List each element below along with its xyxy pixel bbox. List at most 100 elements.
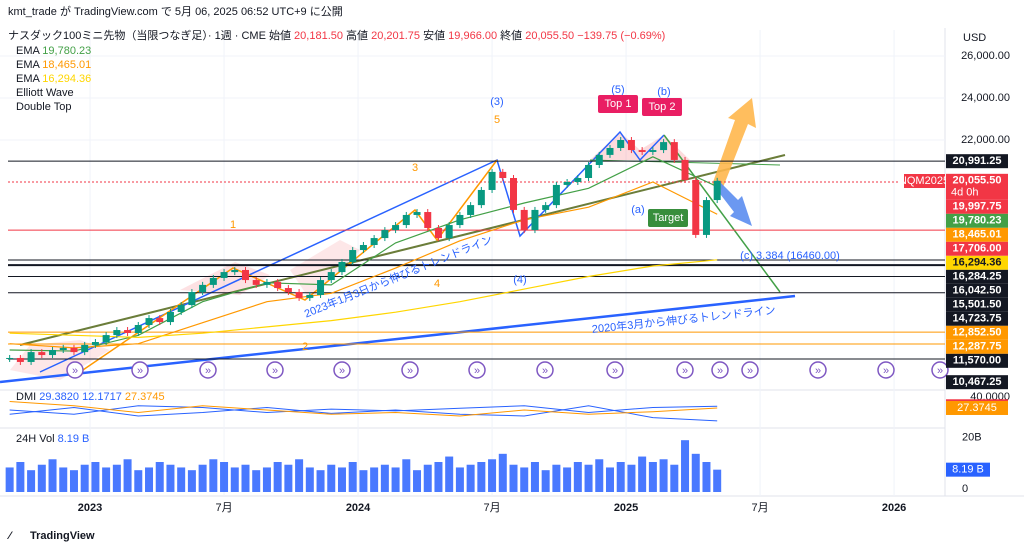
- volume-bar: [627, 464, 636, 492]
- volume-label: 24H Vol: [16, 433, 55, 445]
- price-tag: [946, 353, 1008, 368]
- candle: [113, 330, 121, 336]
- volume-bar: [155, 462, 164, 492]
- candle: [317, 280, 325, 295]
- event-icon-glyph: »: [72, 365, 78, 377]
- x-tick-label: 2025: [614, 502, 638, 514]
- volume-tag: [946, 462, 990, 477]
- candle: [585, 164, 593, 179]
- volume-bar: [123, 459, 132, 492]
- x-tick-label: 2024: [346, 502, 371, 514]
- annotation: 4: [434, 278, 440, 290]
- annotation: Top 2: [649, 101, 676, 113]
- volume-bar: [337, 467, 346, 492]
- volume-bar: [466, 464, 475, 492]
- price-tag: [946, 325, 1008, 340]
- event-icon-glyph: »: [815, 365, 821, 377]
- annotation: 1: [230, 219, 236, 231]
- candle: [456, 214, 464, 226]
- candle: [81, 344, 89, 353]
- price-tag-text: 12,287.75: [953, 341, 1002, 353]
- candle: [638, 150, 646, 152]
- dmi-line: [9, 405, 718, 422]
- annotation: (a): [631, 204, 644, 216]
- dmi-value: 27.3745: [125, 391, 165, 403]
- symbol-header: ナスダック100ミニ先物（当限つなぎ足）· 1週 · CME 始値 20,181…: [8, 28, 665, 42]
- change: −139.75 (−0.69%): [577, 30, 665, 42]
- candle: [349, 250, 357, 263]
- candle: [434, 227, 442, 239]
- candle: [27, 352, 35, 362]
- event-icon-glyph: »: [937, 365, 943, 377]
- candle: [188, 292, 196, 306]
- price-tag-text: 14,723.75: [953, 313, 1002, 325]
- volume-value: 8.19 B: [58, 433, 90, 445]
- volume-bar: [209, 459, 218, 492]
- event-icon-glyph: »: [747, 365, 753, 377]
- volume-bar: [370, 467, 379, 492]
- candle: [327, 272, 335, 281]
- price-tag: [946, 375, 1008, 390]
- published-line: kmt_trade が TradingView.com で 5月 06, 202…: [8, 4, 343, 18]
- legend-entry: Elliott Wave: [16, 87, 74, 99]
- event-icon: [66, 361, 84, 379]
- volume-bar: [112, 464, 121, 492]
- candle: [627, 139, 635, 151]
- annotation-box: [648, 209, 688, 227]
- volume-bar: [530, 462, 539, 492]
- candle: [542, 205, 550, 210]
- candle: [338, 262, 346, 273]
- candle: [38, 352, 46, 356]
- annotation-box: [598, 95, 638, 113]
- event-icon: [711, 361, 729, 379]
- ohlc-value: 20,181.50: [294, 30, 343, 42]
- event-icon-glyph: »: [883, 365, 889, 377]
- volume-bar: [520, 467, 529, 492]
- candle: [477, 189, 485, 206]
- price-tag: [946, 173, 1008, 200]
- down-arrow: [714, 180, 752, 226]
- volume-bar: [477, 462, 486, 492]
- volume-bar: [252, 470, 261, 492]
- volume-bar: [187, 470, 196, 492]
- candle: [702, 200, 710, 235]
- volume-bar: [69, 470, 78, 492]
- price-tag-text: 12,852.50: [953, 327, 1002, 339]
- annotation: Top 1: [605, 98, 632, 110]
- volume-bar: [177, 467, 186, 492]
- price-tag-text: 15,501.50: [953, 299, 1002, 311]
- event-icon-glyph: »: [407, 365, 413, 377]
- volume-bar: [166, 464, 175, 492]
- candle: [692, 179, 700, 235]
- volume-bar: [584, 464, 593, 492]
- legend-value: 18,465.01: [42, 59, 91, 71]
- volume-bar: [413, 470, 422, 492]
- price-tag: [946, 311, 1008, 326]
- volume-bar: [681, 440, 690, 492]
- volume-bar: [541, 470, 550, 492]
- ohlc-name: 高値: [346, 28, 368, 42]
- legend-entry: EMA 19,780.23: [16, 45, 91, 57]
- volume-bar: [455, 467, 464, 492]
- event-icon: [676, 361, 694, 379]
- price-tag-text: 20,991.25: [953, 155, 1002, 167]
- candle: [231, 269, 239, 273]
- event-icon-glyph: »: [542, 365, 548, 377]
- price-tag-text: 16,042.50: [953, 285, 1002, 297]
- annotation: (c) 3.384 (16460.00): [740, 250, 840, 262]
- volume-bar: [488, 459, 497, 492]
- symbol-tag: [904, 174, 945, 188]
- legend-value: 19,780.23: [42, 45, 91, 57]
- volume-bar: [16, 462, 25, 492]
- y-tick-label: 26,000.00: [961, 50, 1010, 62]
- candle: [563, 181, 571, 185]
- event-icon: [468, 361, 486, 379]
- symbol-name: ナスダック100ミニ先物（当限つなぎ足）· 1週 · CME: [8, 28, 266, 42]
- candle: [552, 184, 560, 206]
- volume-bar: [295, 459, 304, 492]
- candle: [220, 272, 228, 278]
- volume-bar: [648, 462, 657, 492]
- annotation: 2: [302, 341, 308, 353]
- x-tick-label: 2026: [882, 502, 906, 514]
